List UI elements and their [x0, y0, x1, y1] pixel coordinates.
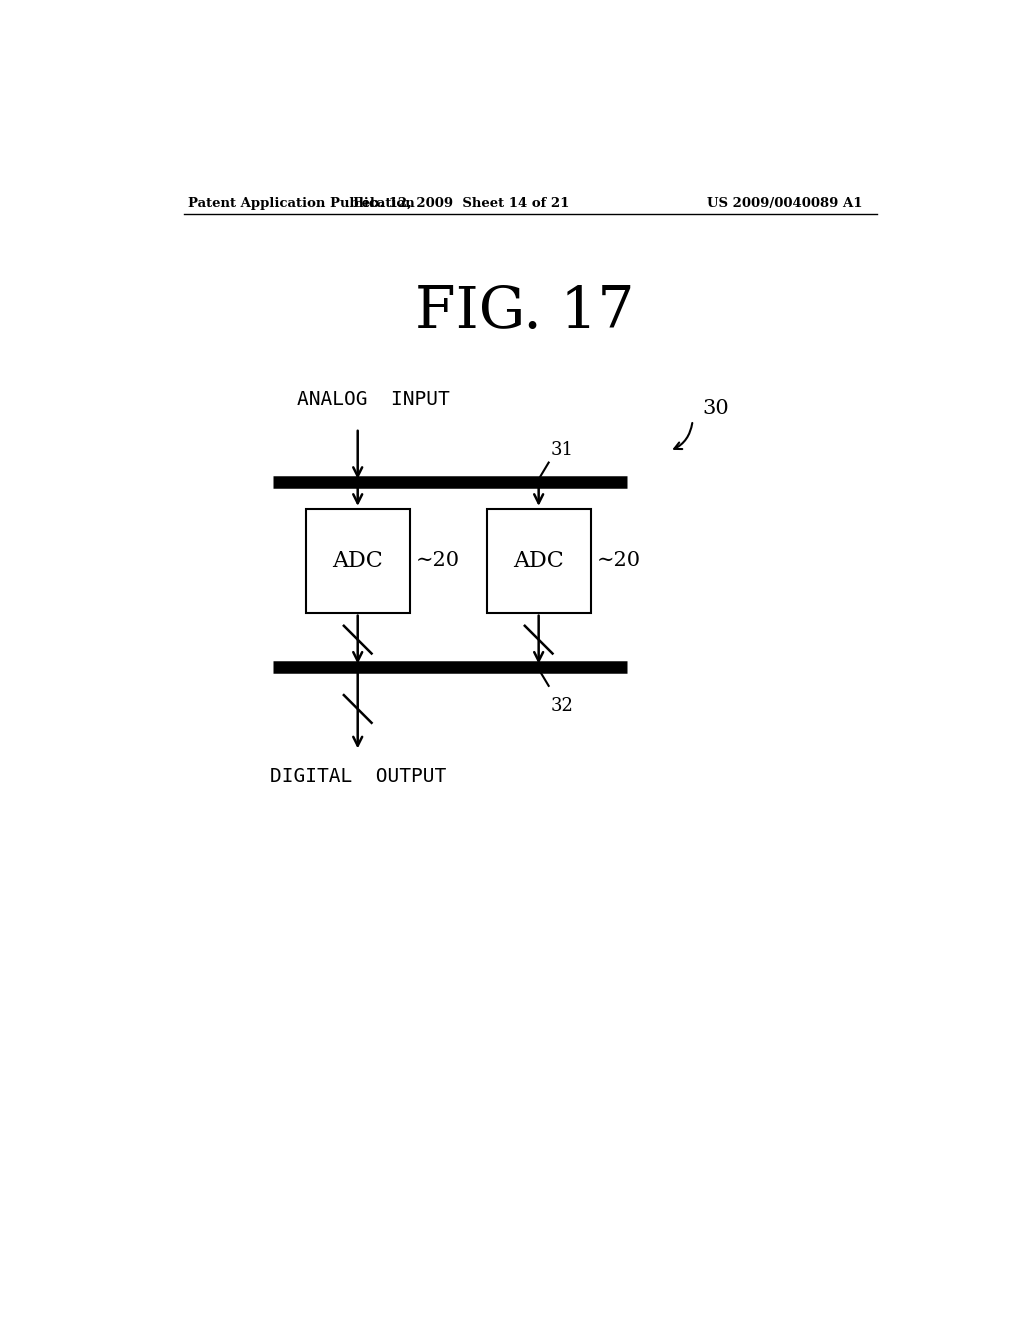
Text: ∼20: ∼20: [596, 552, 641, 570]
Text: FIG. 17: FIG. 17: [415, 284, 635, 341]
Text: 32: 32: [550, 697, 573, 715]
FancyArrowPatch shape: [674, 422, 692, 449]
Text: ∼20: ∼20: [416, 552, 460, 570]
Text: ANALOG  INPUT: ANALOG INPUT: [297, 389, 450, 409]
Text: Patent Application Publication: Patent Application Publication: [188, 197, 415, 210]
Text: ADC: ADC: [513, 549, 564, 572]
Text: ADC: ADC: [333, 549, 383, 572]
Text: US 2009/0040089 A1: US 2009/0040089 A1: [707, 197, 862, 210]
Bar: [306, 508, 410, 612]
Bar: [487, 508, 591, 612]
Text: Feb. 12, 2009  Sheet 14 of 21: Feb. 12, 2009 Sheet 14 of 21: [353, 197, 569, 210]
Text: 30: 30: [701, 399, 729, 418]
Text: DIGITAL  OUTPUT: DIGITAL OUTPUT: [269, 767, 445, 785]
Text: 31: 31: [550, 441, 573, 459]
